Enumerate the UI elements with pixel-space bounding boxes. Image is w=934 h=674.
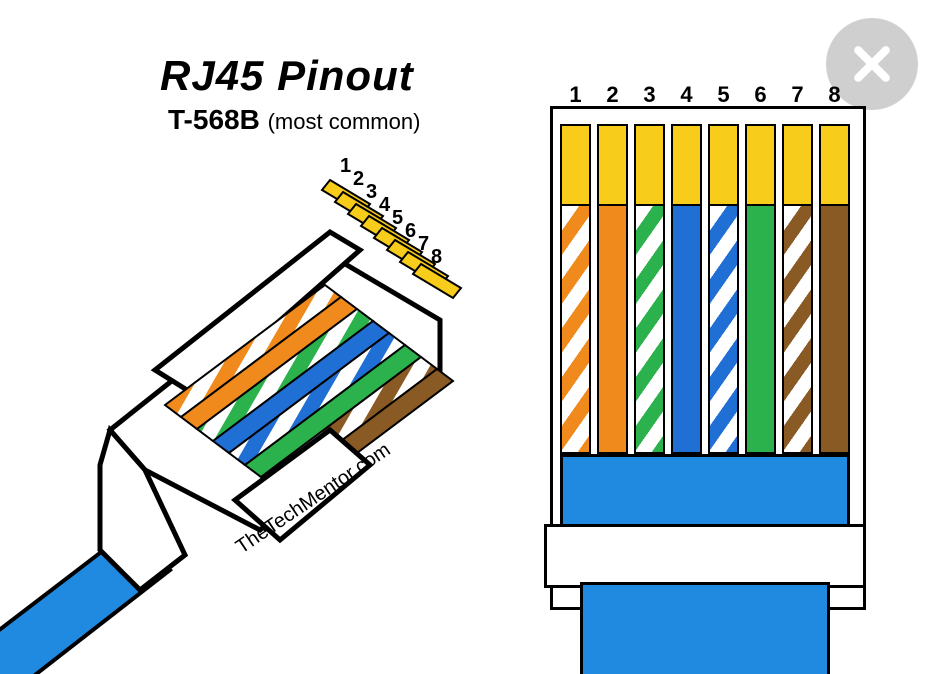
wire-colors (560, 204, 850, 454)
wire-white-brown (782, 204, 813, 454)
pin-label-7: 7 (418, 233, 429, 255)
wire-green (745, 204, 776, 454)
cable (580, 582, 830, 674)
wire-orange (597, 204, 628, 454)
wire-blue (671, 204, 702, 454)
pin-label-8: 8 (431, 246, 442, 268)
connector-front: 12345678 (550, 64, 860, 624)
cable-sheath (560, 454, 850, 530)
pin-label-3: 3 (366, 181, 377, 203)
wire-white-green (634, 204, 665, 454)
diagram-stage: RJ45 Pinout T-568B (most common) (0, 0, 934, 674)
pin-label-5: 5 (392, 207, 403, 229)
wire-white-blue (708, 204, 739, 454)
pin-label-4: 4 (379, 194, 391, 216)
pin-label-6: 6 (405, 220, 416, 242)
wire-brown (819, 204, 850, 454)
wire-white-orange (560, 204, 591, 454)
connector-perspective: 12345678 (0, 120, 470, 674)
pin-label-1: 1 (340, 155, 351, 177)
page-title: RJ45 Pinout (160, 52, 414, 100)
pin-label-2: 2 (353, 168, 364, 190)
connector-clip (544, 524, 866, 588)
